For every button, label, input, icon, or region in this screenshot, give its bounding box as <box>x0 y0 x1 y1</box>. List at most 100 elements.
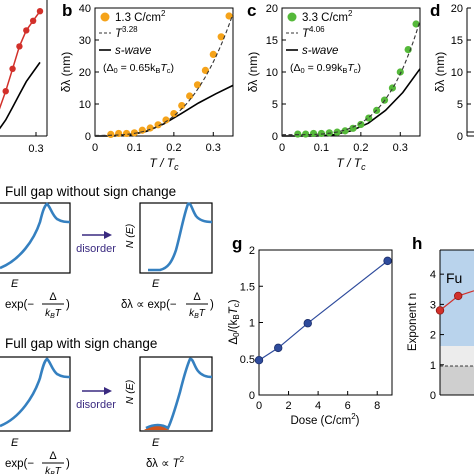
panel-b-swave-curve <box>95 84 234 137</box>
g-point-2 <box>303 319 312 328</box>
b-point-2 <box>122 129 131 138</box>
diagram-top-axis-label: N (E) <box>124 224 136 249</box>
c-point-2 <box>309 129 318 138</box>
panel-h-region-label: Fu <box>446 270 462 286</box>
diagram-bottom-ingap-states <box>144 425 170 430</box>
panel-a: 0.3 <box>0 0 48 155</box>
g-x-tick-label-3: 6 <box>345 400 351 412</box>
panel-b-legend-gap: (Δ0 = 0.65kBTc) <box>103 62 174 75</box>
panel-b-legend-dose: 1.3 C/cm2 <box>115 9 166 24</box>
b-point-6 <box>154 121 162 129</box>
panel-b-legend-marker <box>100 12 110 22</box>
panel-c-label: c <box>247 1 256 20</box>
h-y-tick-label-0: 0 <box>430 390 436 402</box>
c-y-tick-label-2: 10 <box>266 67 278 79</box>
panel-c: c 0 0.1 0.2 0.3 0 5 10 15 20 δλ (nm) T / Tc 3.3 … <box>246 1 421 172</box>
h-y-tick-label-4: 4 <box>430 269 436 281</box>
d-y-tick-label-3: 15 <box>451 35 463 47</box>
g-y-tick-label-0: 0 <box>249 390 255 402</box>
diagram-bottom-arrow-head <box>104 387 112 395</box>
g-y-tick-label-1: 0.5 <box>240 354 255 366</box>
c-point-3 <box>317 129 326 138</box>
diagram-top-arrow-label: disorder <box>76 243 116 255</box>
b-point-15 <box>225 12 233 20</box>
c-y-tick-label-3: 15 <box>266 35 278 47</box>
b-y-tick-label-3: 30 <box>79 35 91 47</box>
svg-text:Δ: Δ <box>49 450 57 462</box>
panel-c-legend-swave: s-wave <box>302 45 338 57</box>
diagram-top-left-dos-curve <box>0 202 71 270</box>
diagram-bottom-left-e-label: E <box>11 437 19 449</box>
svg-text:): ) <box>210 299 214 311</box>
b-y-tick-label-0: 0 <box>85 131 91 143</box>
panel-c-y-axis-label: δλ (nm) <box>246 52 260 92</box>
diagram-bottom-formula-right: δλ ∝ T2 <box>146 455 185 470</box>
b-x-tick-label-2: 0.2 <box>166 142 181 154</box>
d-y-tick-label-0: 0 <box>457 131 463 143</box>
d-y-tick-label-2: 10 <box>451 67 463 79</box>
svg-text:Δ: Δ <box>193 291 201 303</box>
panel-b-y-axis-label: δλ (nm) <box>59 52 73 92</box>
svg-text:δλ ∝ T2: δλ ∝ T2 <box>146 455 185 470</box>
svg-text:δλ ∝ exp(−: δλ ∝ exp(− <box>121 299 177 311</box>
g-x-tick-label-0: 0 <box>256 400 262 412</box>
panel-h-middle-region <box>440 346 474 366</box>
g-y-tick-label-4: 2 <box>249 245 255 257</box>
h-y-tick-label-1: 1 <box>430 360 436 372</box>
diagram-top-title: Full gap without sign change <box>5 184 176 199</box>
g-x-tick-label-1: 2 <box>285 400 291 412</box>
b-point-10 <box>186 92 194 100</box>
diagram-top-arrow-head <box>104 231 112 239</box>
h-y-tick-label-3: 3 <box>430 299 436 311</box>
h-y-tick-label-2: 2 <box>430 330 436 342</box>
b-point-9 <box>178 102 186 110</box>
panel-d-y-axis-label: δλ (nm) <box>433 52 447 92</box>
c-y-tick-label-0: 0 <box>272 131 278 143</box>
panel-b-label: b <box>62 1 72 20</box>
c-y-tick-label-4: 20 <box>266 3 278 15</box>
b-x-tick-label-3: 0.3 <box>206 142 221 154</box>
diagram-top-right-e-label: E <box>152 278 160 290</box>
svg-text:kBT: kBT <box>45 466 62 474</box>
svg-text:): ) <box>66 299 70 311</box>
panel-h-gray-region <box>440 366 474 395</box>
diagram-top-left-e-label: E <box>11 278 19 290</box>
g-y-tick-label-3: 1.5 <box>240 281 255 293</box>
panel-c-legend-fit: T4.06 <box>302 25 325 40</box>
diagram-bottom: Full gap with sign change E disorder N (… <box>0 336 213 474</box>
diagram-bottom-axis-label: N (E) <box>124 380 136 405</box>
c-x-tick-label-1: 0.1 <box>314 142 329 154</box>
diagram-bottom-left-dos-curve <box>0 357 71 428</box>
panel-c-ticks: 0 0.1 0.2 0.3 0 5 10 15 20 <box>266 3 408 154</box>
panel-c-legend: 3.3 C/cm2 T4.06 s-wave (Δ0 = 0.99kBTc) <box>286 9 361 75</box>
panel-g-y-axis-label: Δ0/(kBTc) <box>228 299 241 344</box>
panel-c-legend-marker <box>287 12 297 22</box>
b-y-tick-label-1: 10 <box>79 99 91 111</box>
svg-text:Δ: Δ <box>49 291 57 303</box>
g-point-3 <box>383 256 392 266</box>
diagram-bottom-right-box <box>139 356 213 432</box>
panel-b-x-axis-label: T / Tc <box>149 156 179 172</box>
c-x-tick-label-3: 0.3 <box>393 142 408 154</box>
diagram-bottom-right-dos-curve <box>145 357 213 430</box>
panel-h-ticks: 0 1 2 3 4 <box>430 269 444 402</box>
panel-b: b 0 0.1 0.2 0.3 0 10 20 30 40 δλ (nm) T / Tc 1.3… <box>59 1 234 172</box>
panel-b-legend: 1.3 C/cm2 T3.28 s-wave (Δ0 = 0.65kBTc) <box>99 9 174 75</box>
panel-d-label: d <box>430 1 440 20</box>
svg-text:kBT: kBT <box>189 308 206 320</box>
b-point-4 <box>138 126 146 134</box>
panel-h-y-axis-label: Exponent n <box>407 293 419 351</box>
b-point-0 <box>107 130 115 138</box>
c-point-12 <box>388 84 396 92</box>
c-y-tick-label-1: 5 <box>272 99 278 111</box>
b-x-tick-label-1: 0.1 <box>127 142 142 154</box>
panel-a-swave-line <box>0 61 41 130</box>
b-point-7 <box>162 116 170 124</box>
b-y-tick-label-4: 40 <box>79 3 91 15</box>
c-point-0 <box>294 130 302 138</box>
panel-g: g 0 2 4 6 8 0 0.5 1 1.5 2 Δ0/(kBTc) Dose (C/cm2) <box>228 234 393 427</box>
panel-h: h Fu 0 1 2 3 4 Exponent n <box>407 234 474 402</box>
g-point-1 <box>274 343 283 353</box>
diagram-bottom-title: Full gap with sign change <box>5 336 157 351</box>
b-point-14 <box>217 33 225 41</box>
